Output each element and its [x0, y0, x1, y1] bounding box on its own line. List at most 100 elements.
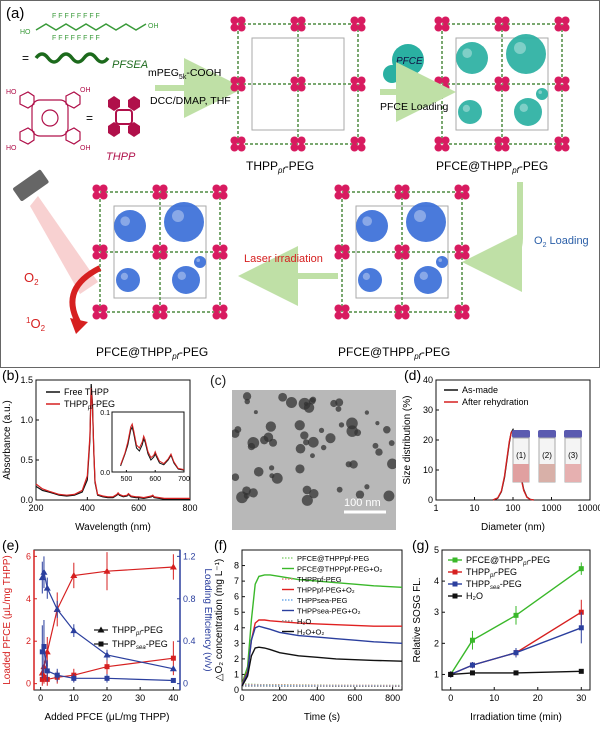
nanoparticle	[253, 410, 258, 415]
data-point	[41, 674, 47, 680]
series-line-2	[450, 627, 582, 676]
data-point	[578, 668, 584, 674]
nanoparticle	[375, 420, 380, 426]
data-point	[513, 612, 519, 618]
data-point	[103, 651, 111, 658]
data-point	[469, 670, 475, 676]
chart-e-loading: (e) 0 10 20 30 40 0 2 4 6 0 0.4 0.8 1.2 Added PFCE (μL…	[2, 538, 212, 723]
singlet-oxygen-arrow	[69, 265, 102, 324]
inset-series-line-1	[120, 422, 185, 471]
data-point	[103, 567, 111, 574]
series-line-5	[241, 625, 403, 686]
mof1-label: THPPpf-PEG	[246, 159, 314, 175]
svg-text:OH: OH	[148, 23, 159, 30]
nanoparticle	[383, 425, 391, 434]
y-tick-label: 0	[234, 685, 239, 695]
panel-e-label: (e)	[2, 538, 19, 553]
vial-liquid	[565, 464, 581, 482]
inset-x-tick-label: 500	[121, 476, 133, 483]
data-point	[44, 668, 50, 674]
y-tick-label: 5	[434, 545, 439, 555]
nanoparticle	[242, 392, 252, 401]
inset-x-tick-label: 700	[178, 476, 190, 483]
data-point	[170, 677, 176, 683]
nanoparticle	[278, 392, 288, 402]
y-tick-label: 30	[423, 405, 433, 415]
x-tick-label: 40	[168, 693, 178, 703]
step3-label: O2 Loading	[534, 235, 589, 249]
nanoparticle	[295, 464, 305, 474]
data-point	[170, 655, 176, 661]
inset-series-line-0	[120, 425, 185, 471]
plot-frame	[441, 549, 591, 691]
legend-label: PFCE@THPPpf-PEG+O₂	[297, 565, 382, 574]
legend-marker	[452, 557, 458, 563]
legend-label: Free THPP	[64, 387, 109, 397]
legend-label: THPPpf-PEG	[64, 399, 115, 411]
data-point	[513, 670, 519, 676]
nanoparticle	[310, 453, 315, 459]
step2-label: PFCE Loading	[380, 101, 448, 113]
data-point	[578, 566, 584, 572]
data-point	[169, 563, 177, 570]
nanoparticle	[303, 402, 315, 413]
nanoparticle	[349, 460, 358, 469]
nanoparticle	[383, 490, 395, 502]
panel-c: (c) 100 nm	[200, 368, 400, 538]
chart-b-absorbance: (b) 200 400 600 800 0.0 0.5 1.0 1.5 Wavelength (n…	[2, 368, 198, 533]
nanoparticle	[338, 422, 345, 428]
inset-x-tick-label: 600	[149, 476, 161, 483]
nanoparticle	[364, 410, 370, 415]
vial-label: (2)	[542, 451, 552, 460]
equals-sign-1: =	[22, 51, 29, 65]
nanoparticle	[335, 406, 342, 412]
x-tick-label: 20	[102, 693, 112, 703]
y-axis-label: △O₂ concentration (mg L⁻¹)	[214, 559, 225, 681]
y-tick-label: 3	[234, 638, 239, 648]
step4-label: Laser irradiation	[244, 253, 323, 265]
y-tick-label: 0	[428, 495, 433, 505]
nanoparticle	[355, 490, 365, 499]
x-tick-label: 600	[131, 503, 146, 513]
step1-conditions: DCC/DMAP, THF	[150, 95, 231, 107]
vial-cap	[512, 430, 530, 438]
legend-marker	[452, 593, 458, 599]
x-tick-label: 0	[448, 693, 453, 703]
mof-cube-irradiated	[92, 184, 228, 320]
arrow-step-3	[462, 182, 523, 292]
nanoparticle	[243, 492, 250, 499]
panel-g-label: (g)	[412, 538, 429, 553]
series-line-1	[35, 387, 190, 499]
mof4-label: PFCE@THPPpf-PEG	[96, 345, 208, 361]
y-tick-label: 0.0	[20, 495, 33, 505]
series-line-0	[450, 568, 582, 675]
nanoparticle	[346, 425, 358, 437]
pfsea-chain-icon	[34, 52, 110, 64]
plot-frame	[35, 379, 191, 501]
y-tick-label: 40	[423, 375, 433, 385]
nanoparticle	[336, 486, 343, 493]
x-tick-label: 800	[182, 503, 197, 513]
data-point	[39, 649, 45, 655]
nanoparticle	[364, 484, 370, 490]
nanoparticle	[330, 399, 338, 408]
legend-label: H₂O	[297, 617, 311, 626]
y-right-tick-label: 0.4	[183, 636, 196, 646]
svg-text:F F F F F F F F: F F F F F F F F	[52, 35, 100, 42]
y-tick-label: 1.0	[20, 415, 33, 425]
thpp-structure	[19, 91, 81, 145]
step1-reagent: mPEG5k-COOH	[148, 67, 221, 81]
legend-label: H₂O+O₂	[297, 628, 324, 637]
mof-cube-thpp-peg	[230, 16, 366, 152]
y-tick-label: 5	[234, 607, 239, 617]
legend-label: THPPpf-PEG	[466, 567, 517, 579]
svg-text:HO: HO	[6, 145, 17, 152]
y-right-tick-label: 1.2	[183, 551, 196, 561]
data-point	[43, 584, 51, 591]
x-tick-label: 10	[469, 503, 479, 513]
x-tick-label: 600	[347, 693, 362, 703]
x-axis-label: Irradiation time (min)	[470, 712, 562, 723]
series-line-0	[35, 383, 190, 500]
